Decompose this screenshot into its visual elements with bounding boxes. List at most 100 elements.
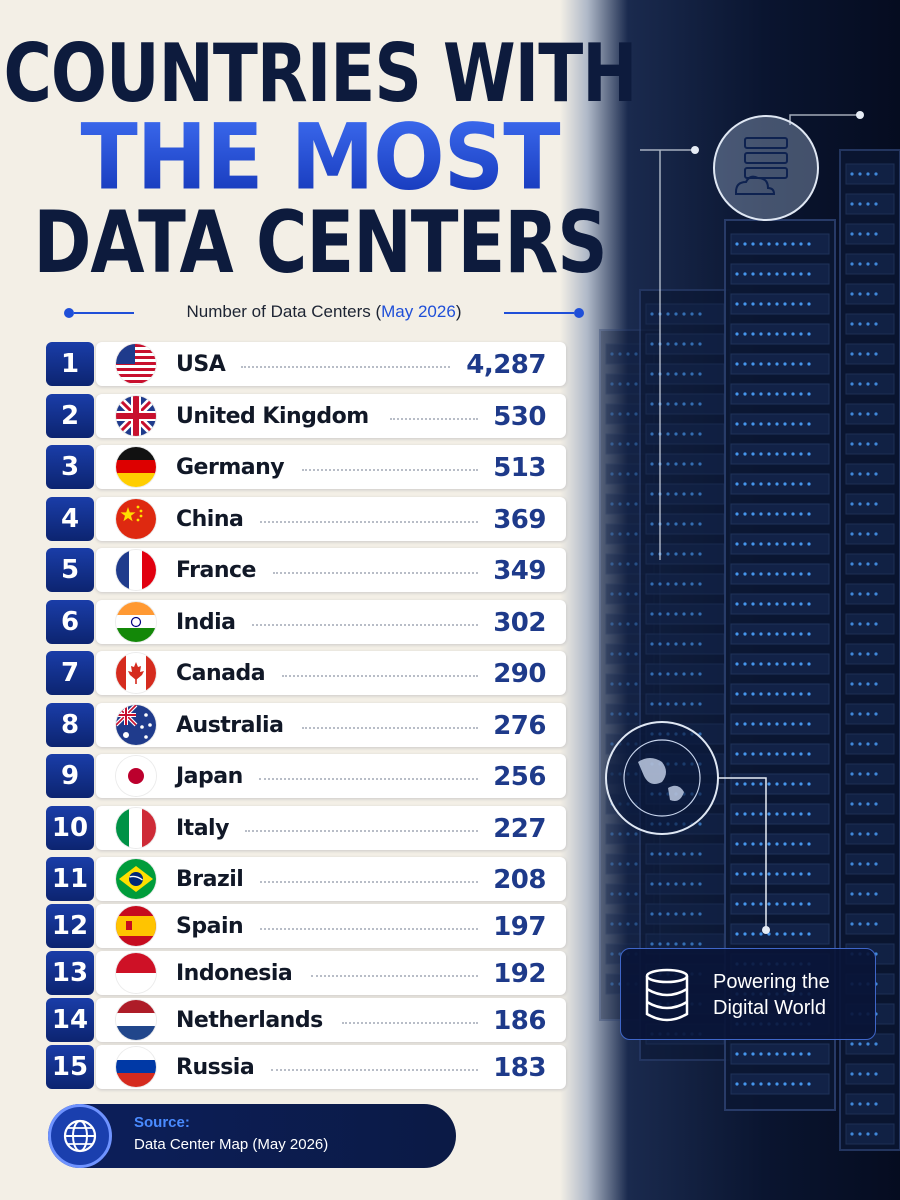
- table-row: 10 Italy 227: [46, 804, 566, 850]
- data-center-count: 302: [493, 608, 546, 638]
- server-racks-graphic: [599, 111, 900, 1151]
- country-name: Indonesia: [176, 961, 293, 986]
- dotted-leader: [271, 1069, 478, 1071]
- row-card: [96, 806, 566, 850]
- row-card: [96, 394, 566, 438]
- data-center-count: 4,287: [466, 350, 546, 380]
- country-name: Australia: [176, 713, 284, 738]
- dotted-leader: [259, 521, 478, 523]
- row-card: [96, 754, 566, 798]
- country-name: USA: [176, 352, 226, 377]
- callout-line-2: Digital World: [713, 997, 826, 1019]
- france-flag-icon: [116, 550, 156, 590]
- row-card: [96, 703, 566, 747]
- database-icon: [645, 968, 689, 1022]
- country-name: Japan: [176, 764, 243, 789]
- dotted-leader: [301, 469, 478, 471]
- callout-text: Powering the Digital World: [713, 969, 830, 1021]
- rank-badge: 3: [46, 445, 94, 489]
- germany-flag-icon: [116, 447, 156, 487]
- country-name: Russia: [176, 1055, 255, 1080]
- data-center-count: 290: [493, 659, 546, 689]
- table-row: 14 Netherlands 186: [46, 996, 566, 1042]
- table-row: 2 United Kingdom 530: [46, 392, 566, 438]
- dotted-leader: [251, 624, 478, 626]
- rank-badge: 9: [46, 754, 94, 798]
- rank-badge: 2: [46, 394, 94, 438]
- dotted-leader: [282, 675, 478, 677]
- australia-flag-icon: [116, 705, 156, 745]
- row-card: [96, 445, 566, 489]
- table-row: 15 Russia 183: [46, 1043, 566, 1089]
- data-center-count: 186: [493, 1006, 546, 1036]
- table-row: 6 India 302: [46, 598, 566, 644]
- dotted-leader: [310, 975, 478, 977]
- globe-icon: [48, 1104, 112, 1168]
- dotted-leader: [259, 928, 478, 930]
- dotted-leader: [342, 1022, 478, 1024]
- rank-badge: 13: [46, 951, 94, 995]
- subtitle-left-rule: [74, 312, 134, 314]
- row-card: [96, 651, 566, 695]
- row-card: [96, 951, 566, 995]
- rank-badge: 4: [46, 497, 94, 541]
- italy-flag-icon: [116, 808, 156, 848]
- subtitle-right-rule: [504, 312, 574, 314]
- data-center-count: 183: [493, 1053, 546, 1083]
- subtitle-left-dot: [64, 308, 74, 318]
- country-name: India: [176, 610, 236, 635]
- data-center-count: 530: [493, 402, 546, 432]
- table-row: 7 Canada 290: [46, 649, 566, 695]
- rank-badge: 8: [46, 703, 94, 747]
- country-name: Canada: [176, 661, 266, 686]
- table-row: 1 USA 4,287: [46, 340, 566, 386]
- table-row: 5 France 349: [46, 546, 566, 592]
- uk-flag-icon: [116, 396, 156, 436]
- data-center-count: 208: [493, 865, 546, 895]
- subtitle-prefix: Number of Data Centers (: [186, 302, 382, 321]
- row-card: [96, 998, 566, 1042]
- table-row: 11 Brazil 208: [46, 855, 566, 901]
- indonesia-flag-icon: [116, 953, 156, 993]
- rank-badge: 11: [46, 857, 94, 901]
- callout-line-1: Powering the: [713, 971, 830, 993]
- country-name: Netherlands: [176, 1008, 323, 1033]
- dotted-leader: [301, 727, 478, 729]
- country-name: United Kingdom: [176, 404, 369, 429]
- data-center-count: 192: [493, 959, 546, 989]
- rank-badge: 14: [46, 998, 94, 1042]
- title-line-3: DATA CENTERS: [33, 192, 607, 293]
- dotted-leader: [245, 830, 478, 832]
- dotted-leader: [272, 572, 478, 574]
- subtitle-suffix: ): [455, 302, 462, 321]
- table-row: 13 Indonesia 192: [46, 949, 566, 995]
- data-center-count: 349: [493, 556, 546, 586]
- rank-badge: 15: [46, 1045, 94, 1089]
- country-name: Brazil: [176, 867, 244, 892]
- row-card: [96, 1045, 566, 1089]
- row-card: [96, 342, 566, 386]
- row-card: [96, 857, 566, 901]
- data-center-count: 276: [493, 711, 546, 741]
- rank-badge: 5: [46, 548, 94, 592]
- source-text: Data Center Map (May 2026): [134, 1136, 329, 1153]
- country-name: Spain: [176, 914, 244, 939]
- table-row: 8 Australia 276: [46, 701, 566, 747]
- country-name: China: [176, 507, 244, 532]
- country-name: France: [176, 558, 256, 583]
- dotted-leader: [259, 778, 478, 780]
- japan-flag-icon: [116, 756, 156, 796]
- rank-badge: 1: [46, 342, 94, 386]
- row-card: [96, 904, 566, 948]
- country-name: Germany: [176, 455, 285, 480]
- subtitle-row: Number of Data Centers (May 2026): [64, 300, 584, 324]
- row-card: [96, 497, 566, 541]
- netherlands-flag-icon: [116, 1000, 156, 1040]
- rank-badge: 6: [46, 600, 94, 644]
- russia-flag-icon: [116, 1047, 156, 1087]
- rank-badge: 7: [46, 651, 94, 695]
- data-center-count: 256: [493, 762, 546, 792]
- row-card: [96, 548, 566, 592]
- table-row: 9 Japan 256: [46, 752, 566, 798]
- data-center-count: 197: [493, 912, 546, 942]
